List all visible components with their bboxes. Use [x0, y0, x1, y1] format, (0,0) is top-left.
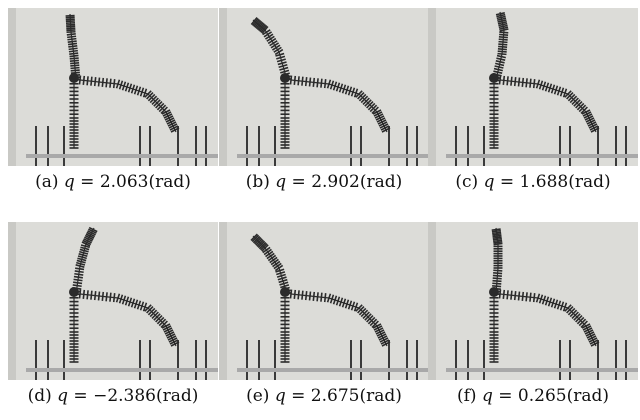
- photo-background: [8, 8, 218, 166]
- caption-b-unit: (rad): [360, 172, 402, 192]
- caption-b-value: 2.902: [311, 172, 360, 192]
- photo-wall-shade: [219, 222, 227, 380]
- caption-e: (e) q = 2.675(rad): [219, 386, 429, 420]
- photo-d: [8, 222, 218, 380]
- photo-f-svg: [428, 222, 638, 380]
- base-bar: [26, 154, 218, 158]
- photo-b-svg: [219, 8, 429, 166]
- photo-background: [219, 222, 429, 380]
- caption-d-tag: (d): [28, 386, 52, 406]
- photo-background: [428, 222, 638, 380]
- caption-f-unit: (rad): [567, 386, 609, 406]
- caption-f-var: q: [482, 386, 493, 406]
- photo-wall-shade: [428, 222, 436, 380]
- caption-b: (b) q = 2.902(rad): [219, 172, 429, 206]
- caption-e-value: 2.675: [311, 386, 360, 406]
- photo-a: [8, 8, 218, 166]
- photo-wall-shade: [8, 8, 16, 166]
- photo-b: [219, 8, 429, 166]
- caption-c-eq: =: [500, 172, 514, 192]
- caption-d-unit: (rad): [156, 386, 198, 406]
- caption-a-unit: (rad): [149, 172, 191, 192]
- photo-c: [428, 8, 638, 166]
- photo-e-svg: [219, 222, 429, 380]
- photo-d-svg: [8, 222, 218, 380]
- photo-background: [8, 222, 218, 380]
- caption-a-var: q: [64, 172, 75, 192]
- photo-background: [219, 8, 429, 166]
- caption-f-eq: =: [498, 386, 512, 406]
- photo-wall-shade: [219, 8, 227, 166]
- caption-a-value: 2.063: [100, 172, 149, 192]
- caption-b-var: q: [275, 172, 286, 192]
- base-bar: [26, 368, 218, 372]
- caption-c-var: q: [484, 172, 495, 192]
- caption-a-tag: (a): [35, 172, 58, 192]
- photo-c-svg: [428, 8, 638, 166]
- caption-d-eq: =: [73, 386, 87, 406]
- caption-e-unit: (rad): [359, 386, 401, 406]
- caption-d: (d) q = −2.386(rad): [8, 386, 218, 420]
- caption-d-var: q: [57, 386, 68, 406]
- caption-f: (f) q = 0.265(rad): [428, 386, 638, 420]
- photo-background: [428, 8, 638, 166]
- photo-wall-shade: [8, 222, 16, 380]
- caption-c: (c) q = 1.688(rad): [428, 172, 638, 206]
- photo-a-svg: [8, 8, 218, 166]
- caption-a: (a) q = 2.063(rad): [8, 172, 218, 206]
- caption-e-eq: =: [291, 386, 305, 406]
- base-bar: [237, 154, 429, 158]
- photo-e: [219, 222, 429, 380]
- caption-b-tag: (b): [246, 172, 270, 192]
- photo-f: [428, 222, 638, 380]
- caption-f-tag: (f): [457, 386, 477, 406]
- caption-d-value: −2.386: [93, 386, 156, 406]
- caption-e-var: q: [275, 386, 286, 406]
- base-bar: [446, 154, 638, 158]
- caption-f-value: 0.265: [518, 386, 567, 406]
- caption-e-tag: (e): [246, 386, 269, 406]
- caption-b-eq: =: [292, 172, 306, 192]
- caption-a-eq: =: [80, 172, 94, 192]
- caption-c-value: 1.688: [520, 172, 569, 192]
- caption-c-tag: (c): [455, 172, 478, 192]
- base-bar: [446, 368, 638, 372]
- caption-c-unit: (rad): [568, 172, 610, 192]
- base-bar: [237, 368, 429, 372]
- photo-wall-shade: [428, 8, 436, 166]
